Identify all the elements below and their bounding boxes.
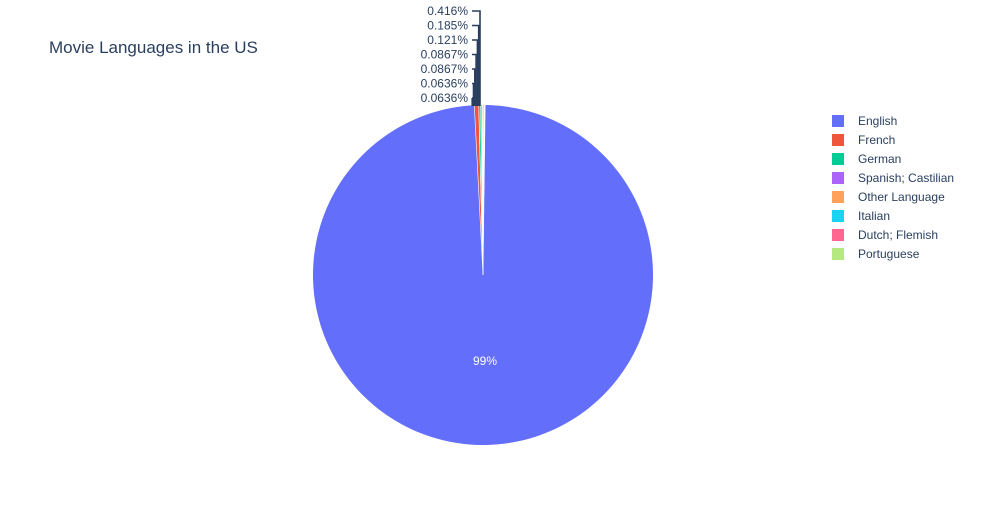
legend-item-spanish-castilian[interactable]: Spanish; Castilian — [832, 171, 954, 185]
legend-item-german[interactable]: German — [832, 152, 901, 166]
legend-label: English — [858, 114, 897, 128]
slice-portuguese — [482, 104, 486, 276]
legend-item-other-language[interactable]: Other Language — [832, 190, 945, 204]
legend-swatch — [832, 191, 844, 203]
leader-german — [472, 24, 480, 106]
slice-labels: 99%0.416%0.185%0.121%0.0867%0.0867%0.063… — [421, 4, 498, 368]
leader-french — [472, 10, 481, 106]
chart-title: Movie Languages in the US — [49, 38, 258, 57]
leader-spanish-castilian — [472, 39, 479, 106]
legend-label: Dutch; Flemish — [858, 228, 938, 242]
legend-item-english[interactable]: English — [832, 114, 897, 128]
label-italian: 0.0867% — [421, 62, 469, 76]
legend-swatch — [832, 153, 844, 165]
legend-swatch — [832, 229, 844, 241]
legend-item-french[interactable]: French — [832, 133, 895, 147]
legend-label: Italian — [858, 209, 890, 223]
pie-slices — [313, 104, 653, 445]
legend-swatch — [832, 115, 844, 127]
label-german: 0.185% — [427, 19, 468, 33]
label-french: 0.416% — [427, 4, 468, 18]
leader-italian — [472, 68, 476, 106]
label-portuguese: 0.0636% — [421, 91, 469, 105]
legend-swatch — [832, 210, 844, 222]
label-dutch-flemish: 0.0636% — [421, 77, 469, 91]
legend-label: Spanish; Castilian — [858, 171, 954, 185]
legend-label: German — [858, 152, 901, 166]
slice-english — [313, 105, 653, 445]
legend-item-portuguese[interactable]: Portuguese — [832, 247, 920, 261]
legend-swatch — [832, 134, 844, 146]
label-leader-lines — [471, 10, 481, 106]
legend-item-italian[interactable]: Italian — [832, 209, 890, 223]
label-english: 99% — [473, 354, 497, 368]
legend-label: Portuguese — [858, 247, 920, 261]
legend-swatch — [832, 172, 844, 184]
label-spanish-castilian: 0.121% — [427, 33, 468, 47]
legend-item-dutch-flemish[interactable]: Dutch; Flemish — [832, 228, 938, 242]
legend-swatch — [832, 248, 844, 260]
legend-label: Other Language — [858, 190, 945, 204]
legend: English French German Spanish; Castilian Oth… — [832, 114, 954, 261]
label-other-language: 0.0867% — [421, 48, 469, 62]
leader-other-language — [472, 53, 477, 106]
leader-dutch-flemish — [472, 82, 475, 106]
legend-label: French — [858, 133, 895, 147]
